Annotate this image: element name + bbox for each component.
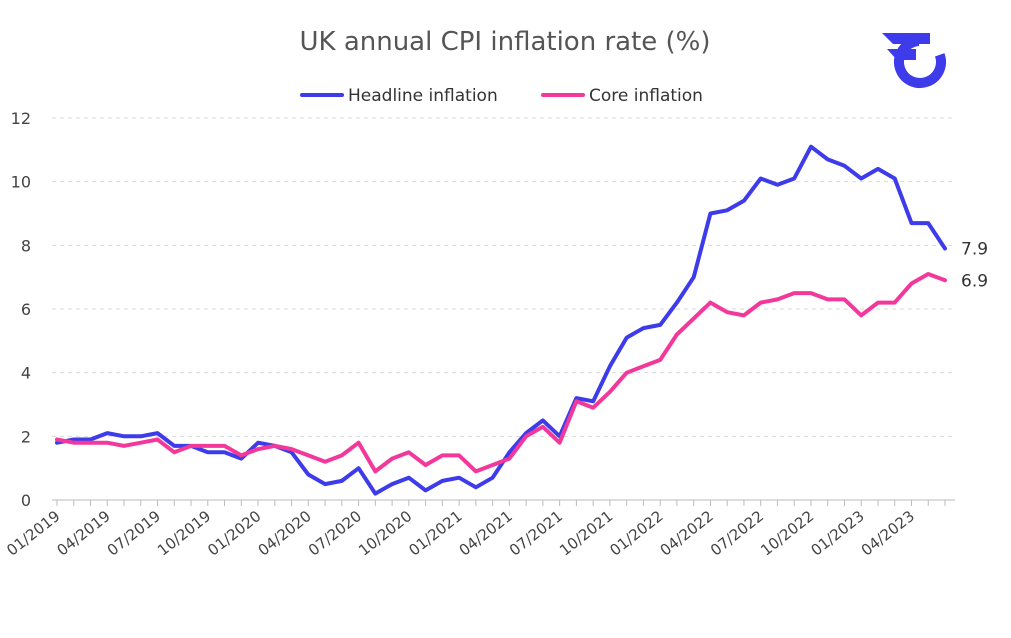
x-tick-label: 07/2020	[305, 507, 365, 560]
x-tick-label: 07/2022	[707, 507, 767, 560]
x-tick-label: 01/2021	[405, 507, 465, 560]
gridlines	[52, 117, 955, 437]
legend-label-core: Core inflation	[589, 86, 703, 106]
x-tick-label: 04/2019	[54, 507, 114, 560]
x-tick-label: 01/2023	[807, 507, 867, 560]
x-tick-label: 10/2022	[757, 507, 817, 560]
x-tick-label: 10/2020	[355, 507, 415, 560]
end-label-core: 6.9	[961, 271, 988, 291]
y-axis-ticks: 0 2 4 6 8 10 12	[11, 109, 31, 510]
x-tick-label: 01/2022	[606, 507, 666, 560]
x-tick-label: 01/2019	[3, 507, 63, 560]
y-tick-label: 2	[21, 427, 31, 446]
y-tick-label: 0	[21, 491, 31, 510]
brand-logo-icon	[882, 33, 946, 88]
x-axis-ticks: 01/201904/201907/201910/201901/202004/20…	[3, 500, 946, 560]
x-tick-label: 10/2019	[154, 507, 214, 560]
y-tick-label: 10	[11, 173, 31, 192]
x-tick-label: 04/2020	[255, 507, 315, 560]
x-tick-label: 07/2021	[506, 507, 566, 560]
x-tick-label: 01/2020	[204, 507, 264, 560]
end-labels: 7.9 6.9	[961, 240, 988, 292]
series-lines	[55, 144, 947, 496]
y-tick-label: 6	[21, 300, 31, 319]
x-tick-label: 07/2019	[104, 507, 164, 560]
series-line-core	[55, 272, 947, 474]
x-tick-label: 04/2021	[456, 507, 516, 560]
end-label-headline: 7.9	[961, 240, 988, 260]
legend-label-headline: Headline inflation	[348, 86, 498, 106]
series-line-headline	[55, 144, 947, 496]
x-tick-label: 04/2022	[657, 507, 717, 560]
legend: Headline inflation Core inflation	[300, 86, 703, 106]
y-tick-label: 12	[11, 109, 31, 128]
y-tick-label: 4	[21, 364, 31, 383]
chart-title: UK annual CPI inflation rate (%)	[299, 27, 710, 57]
x-tick-label: 04/2023	[858, 507, 918, 560]
y-tick-label: 8	[21, 236, 31, 255]
x-tick-label: 10/2021	[556, 507, 616, 560]
